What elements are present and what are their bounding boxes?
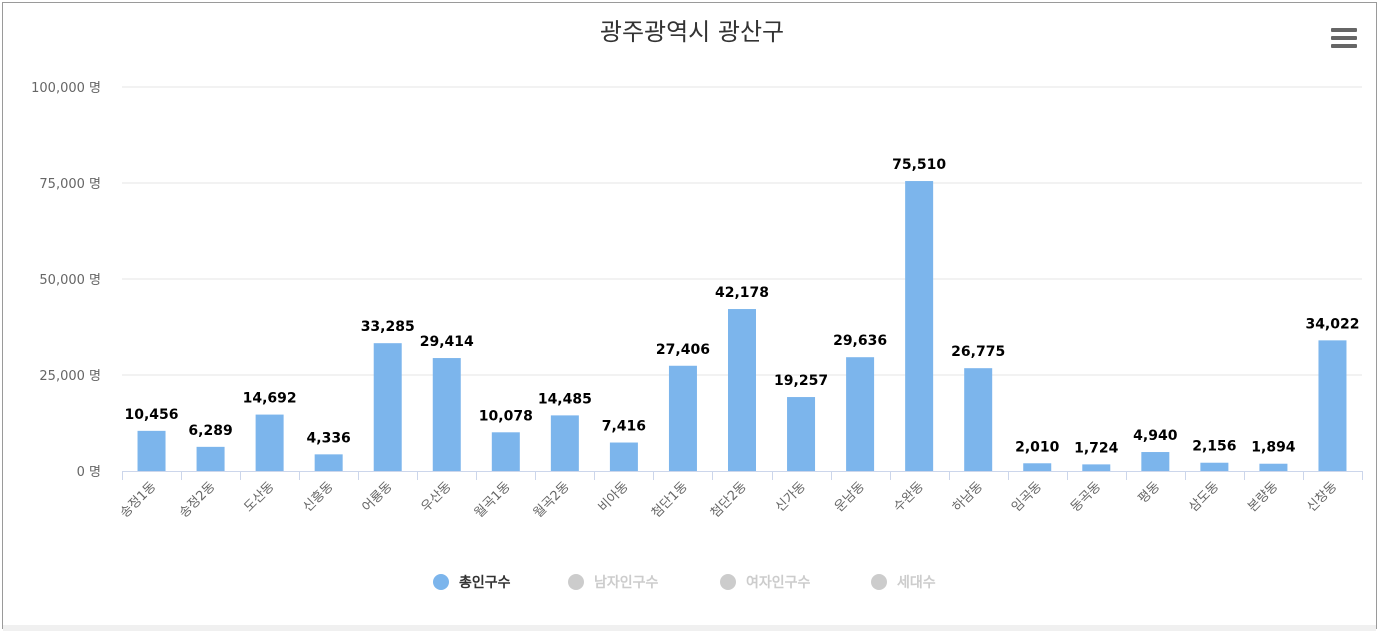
data-label: 14,692	[243, 391, 297, 407]
y-tick-label: 100,000 명	[31, 81, 101, 96]
data-label: 1,894	[1251, 440, 1296, 456]
x-tick-label: 신창동	[1304, 479, 1340, 515]
data-label: 26,775	[951, 344, 1005, 360]
x-axis-labels: 송정1동 송정2동 도산동 신흥동 어룡동 우산동 월곡1동 월곡2동 비아동 첨단1동 첨단2동 신…	[118, 479, 1341, 521]
legend-marker	[568, 574, 584, 590]
x-tick-label: 어룡동	[360, 479, 396, 515]
data-label: 19,257	[774, 373, 828, 389]
legend-marker	[871, 574, 887, 590]
data-label: 33,285	[361, 319, 415, 335]
data-label: 4,336	[307, 430, 351, 446]
data-label: 2,156	[1192, 439, 1236, 455]
x-tick-label: 본량동	[1245, 479, 1281, 515]
legend-label: 세대수	[897, 575, 936, 591]
y-tick-label: 50,000 명	[39, 273, 101, 288]
x-axis	[122, 471, 1363, 480]
x-tick-label: 평동	[1136, 479, 1164, 507]
series-bars[interactable]	[137, 181, 1347, 471]
legend-label: 여자인구수	[746, 574, 811, 591]
x-tick-label: 수완동	[891, 479, 927, 515]
x-tick-label: 첨단1동	[649, 479, 691, 521]
legend[interactable]: 총인구수 남자인구수 여자인구수 세대수	[433, 574, 936, 591]
legend-label: 남자인구수	[594, 574, 659, 591]
x-tick-label: 송정1동	[118, 479, 160, 521]
bar[interactable]	[432, 358, 461, 471]
x-tick-label: 삼도동	[1186, 479, 1222, 515]
data-label: 14,485	[538, 391, 592, 407]
x-tick-label: 우산동	[419, 479, 455, 515]
legend-marker	[433, 574, 449, 590]
y-tick-label: 25,000 명	[39, 369, 101, 384]
x-tick-label: 월곡1동	[472, 479, 514, 521]
y-tick-label: 75,000 명	[39, 177, 101, 192]
data-label: 29,636	[833, 333, 887, 349]
bar[interactable]	[1141, 452, 1170, 471]
bar[interactable]	[846, 357, 875, 471]
x-tick-label: 운남동	[832, 479, 868, 515]
data-label: 27,406	[656, 342, 710, 358]
bar[interactable]	[728, 309, 756, 471]
data-label: 10,456	[125, 407, 179, 423]
bar[interactable]	[1200, 462, 1229, 471]
bar[interactable]	[491, 432, 520, 471]
bar[interactable]	[787, 397, 816, 471]
data-label: 75,510	[892, 157, 946, 173]
legend-label: 총인구수	[459, 574, 511, 591]
bar[interactable]	[1318, 340, 1347, 471]
bar[interactable]	[905, 181, 934, 471]
legend-item[interactable]: 세대수	[871, 574, 936, 591]
bar[interactable]	[609, 442, 638, 471]
hamburger-menu-icon[interactable]	[1326, 22, 1362, 56]
x-tick-label: 도산동	[241, 479, 277, 515]
bar[interactable]	[373, 343, 402, 471]
x-tick-label: 첨단2동	[708, 479, 750, 521]
x-tick-label: 동곡동	[1068, 479, 1104, 515]
data-label: 10,078	[479, 408, 533, 424]
x-tick-label: 신흥동	[301, 479, 337, 515]
x-tick-label: 하남동	[950, 479, 986, 515]
x-tick-label: 비아동	[596, 479, 632, 515]
bar[interactable]	[1259, 463, 1288, 471]
bar[interactable]	[1082, 464, 1111, 471]
legend-marker	[720, 574, 736, 590]
bar[interactable]	[964, 368, 993, 471]
bar[interactable]	[314, 454, 343, 471]
x-tick-label: 월곡2동	[531, 479, 573, 521]
chart-title: 광주광역시 광산구	[600, 18, 784, 46]
bar[interactable]	[1023, 463, 1052, 471]
bottom-strip	[3, 625, 1376, 631]
data-labels: 10,456 6,289 14,692 4,336 33,285 29,414 10,078…	[125, 157, 1360, 456]
data-label: 7,416	[602, 419, 646, 435]
x-tick-label: 송정2동	[177, 479, 219, 521]
bar[interactable]	[668, 365, 697, 471]
y-axis-labels: 0 명 25,000 명 50,000 명 75,000 명 100,000 명	[31, 81, 101, 480]
legend-item[interactable]: 여자인구수	[720, 574, 811, 591]
bar[interactable]	[255, 414, 284, 471]
x-tick-label: 신가동	[773, 479, 809, 515]
bar[interactable]	[550, 415, 579, 471]
x-tick-label: 임곡동	[1009, 479, 1045, 515]
data-label: 4,940	[1133, 428, 1178, 444]
data-label: 6,289	[188, 423, 232, 439]
data-label: 2,010	[1015, 439, 1060, 455]
data-label: 1,724	[1074, 440, 1119, 456]
data-label: 42,178	[715, 285, 769, 301]
data-label: 29,414	[420, 334, 474, 350]
legend-item[interactable]: 총인구수	[433, 574, 511, 591]
legend-item[interactable]: 남자인구수	[568, 574, 659, 591]
bar[interactable]	[137, 430, 166, 471]
data-label: 34,022	[1305, 316, 1359, 332]
bar[interactable]	[196, 446, 225, 471]
y-tick-label: 0 명	[77, 465, 101, 480]
